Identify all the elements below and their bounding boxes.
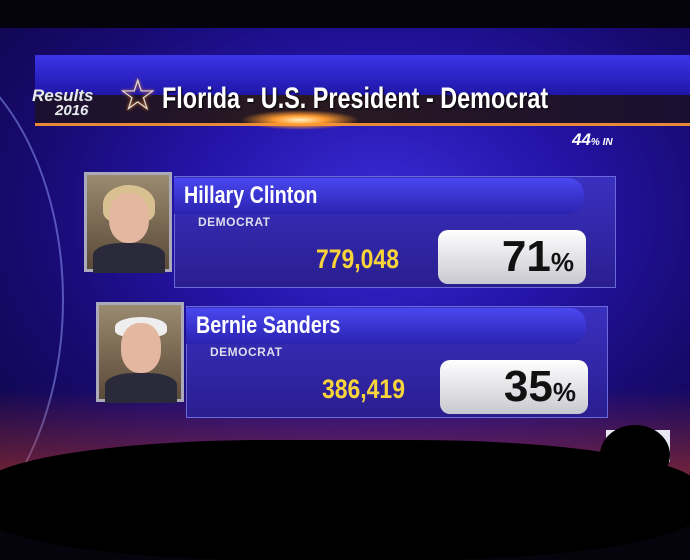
redaction-blot	[600, 425, 670, 485]
candidate-card-clinton: Hillary Clinton DEMOCRAT 779,048 71%	[84, 172, 624, 290]
reporting-bar	[35, 95, 690, 126]
page-title: Florida - U.S. President - Democrat	[162, 82, 549, 115]
candidate-card-sanders: Bernie Sanders DEMOCRAT 386,419 35%	[96, 302, 616, 420]
candidate-name: Bernie Sanders	[196, 312, 341, 339]
vote-percent: 71%	[438, 230, 586, 284]
candidate-party: DEMOCRAT	[198, 215, 271, 229]
results-logo: Results 2016	[32, 86, 94, 119]
vote-count: 386,419	[322, 374, 405, 404]
vote-count: 779,048	[316, 244, 399, 274]
vote-percent: 35%	[440, 360, 588, 414]
candidate-photo	[84, 172, 172, 273]
star-icon: ☆	[118, 71, 158, 120]
redaction-blot	[0, 440, 690, 560]
precincts-reporting: 44% IN	[572, 130, 613, 149]
title-bar	[35, 55, 690, 95]
candidate-name: Hillary Clinton	[184, 182, 318, 209]
lens-flare	[240, 110, 360, 130]
candidate-party: DEMOCRAT	[210, 345, 283, 359]
candidate-photo	[96, 302, 184, 403]
